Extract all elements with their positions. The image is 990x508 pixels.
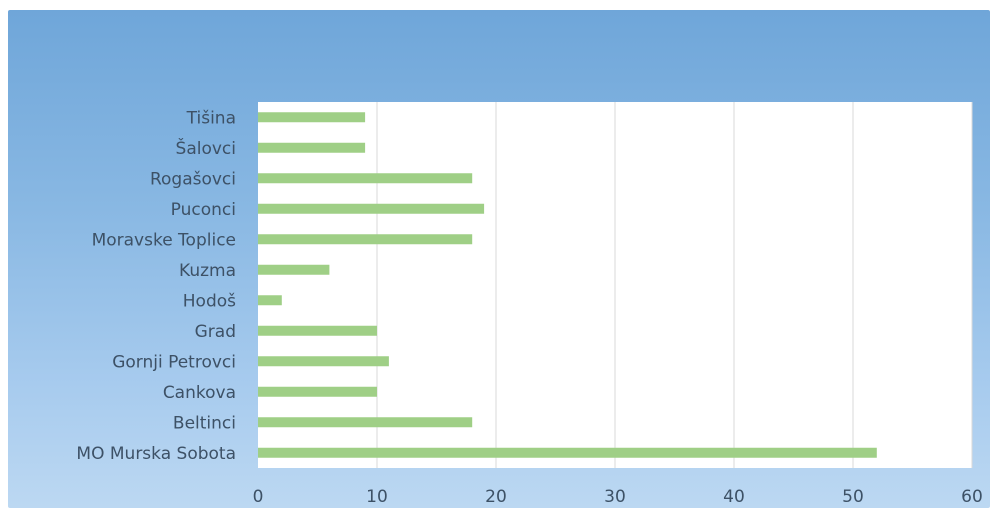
bar [258, 112, 366, 123]
category-label: Šalovci [176, 137, 236, 159]
bar [258, 356, 389, 367]
x-tick-label: 0 [253, 487, 264, 507]
bar [258, 203, 485, 214]
bar [258, 417, 473, 428]
category-label: Gornji Petrovci [112, 352, 236, 372]
x-tick-label: 60 [961, 487, 983, 507]
category-labels: Tišina Šalovci Rogašovci Puconci Moravske To… [76, 108, 236, 464]
bar [258, 325, 377, 336]
x-tick-label: 20 [485, 487, 507, 507]
bar [258, 173, 473, 184]
bar [258, 142, 366, 153]
category-label: Rogašovci [150, 169, 236, 189]
bar [258, 447, 877, 458]
category-label: Puconci [171, 200, 236, 220]
category-label: MO Murska Sobota [76, 444, 236, 464]
bar [258, 264, 330, 275]
bars [258, 112, 877, 458]
x-tick-label: 40 [723, 487, 745, 507]
x-tick-labels: 0 10 20 30 40 50 60 [253, 487, 983, 507]
category-label: Beltinci [173, 413, 236, 433]
x-tick-label: 50 [842, 487, 864, 507]
gridlines [376, 102, 973, 468]
x-tick-label: 10 [366, 487, 388, 507]
bar [258, 295, 282, 306]
category-label: Moravske Toplice [92, 230, 236, 250]
category-label: Kuzma [179, 261, 236, 281]
category-label: Cankova [163, 383, 236, 403]
bar [258, 386, 377, 397]
category-label: Hodoš [183, 291, 236, 311]
bar [258, 234, 473, 245]
x-tick-label: 30 [604, 487, 626, 507]
category-label: Grad [195, 322, 236, 342]
category-label: Tišina [186, 108, 236, 128]
